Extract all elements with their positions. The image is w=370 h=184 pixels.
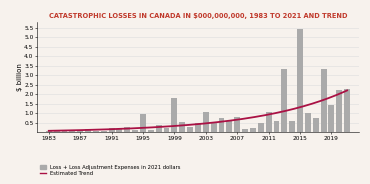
Y-axis label: $ billion: $ billion	[17, 63, 23, 91]
Bar	[313, 118, 319, 132]
Bar	[226, 121, 232, 132]
Bar	[54, 131, 60, 132]
Bar	[344, 89, 350, 132]
Bar	[93, 131, 99, 132]
Bar	[140, 114, 146, 132]
Bar	[148, 130, 154, 132]
Bar	[234, 117, 240, 132]
Bar	[203, 112, 209, 132]
Bar	[250, 128, 256, 132]
Bar	[242, 129, 248, 132]
Bar	[61, 131, 67, 132]
Bar	[101, 131, 107, 132]
Bar	[132, 130, 138, 132]
Bar	[281, 69, 287, 132]
Bar	[273, 121, 279, 132]
Bar	[187, 127, 193, 132]
Bar	[171, 98, 177, 132]
Bar	[85, 129, 91, 132]
Bar	[46, 131, 52, 132]
Bar	[219, 118, 225, 132]
Bar	[124, 127, 130, 132]
Bar	[211, 122, 216, 132]
Bar	[156, 125, 162, 132]
Bar	[77, 130, 83, 132]
Bar	[266, 112, 272, 132]
Bar	[179, 122, 185, 132]
Bar	[70, 131, 75, 132]
Bar	[258, 123, 264, 132]
Bar	[329, 105, 334, 132]
Bar	[305, 114, 311, 132]
Bar	[289, 121, 295, 132]
Bar	[336, 90, 342, 132]
Bar	[297, 29, 303, 132]
Title: CATASTROPHIC LOSSES IN CANADA IN $000,000,000, 1983 TO 2021 AND TREND: CATASTROPHIC LOSSES IN CANADA IN $000,00…	[49, 13, 347, 19]
Bar	[109, 128, 115, 132]
Bar	[164, 128, 169, 132]
Bar	[195, 123, 201, 132]
Bar	[321, 69, 326, 132]
Legend: Loss + Loss Adjustment Expenses in 2021 dollars, Estimated Trend: Loss + Loss Adjustment Expenses in 2021 …	[40, 165, 181, 176]
Bar	[117, 129, 122, 132]
